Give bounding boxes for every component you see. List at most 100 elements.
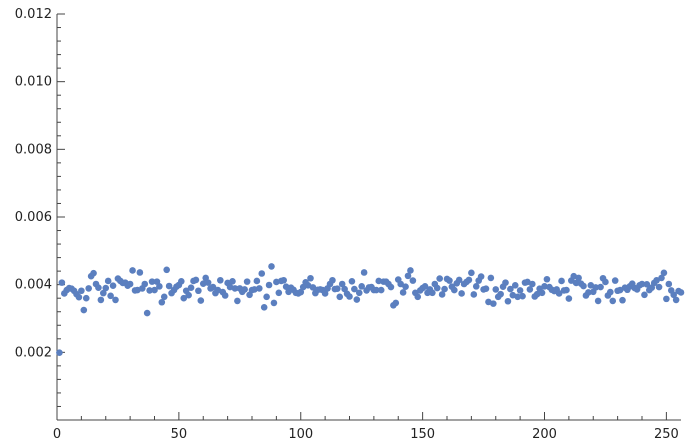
data-point xyxy=(358,283,365,290)
data-point xyxy=(429,289,436,297)
x-tick-label: 50 xyxy=(171,427,188,442)
x-tick-label: 250 xyxy=(654,427,679,442)
data-point xyxy=(209,283,217,291)
y-tick-label: 0.004 xyxy=(15,278,52,293)
data-point xyxy=(609,297,617,305)
data-point xyxy=(414,293,422,301)
data-point xyxy=(643,281,651,288)
data-point xyxy=(204,279,212,286)
data-point xyxy=(346,293,353,300)
data-point xyxy=(160,293,168,301)
data-point xyxy=(234,297,241,305)
data-point xyxy=(580,282,587,290)
data-point xyxy=(56,349,63,356)
y-ticks: 0.002 0.004 0.006 0.008 0.010 0.012 xyxy=(15,7,65,407)
data-point xyxy=(541,283,548,290)
data-point xyxy=(256,285,263,292)
data-point xyxy=(221,292,229,299)
data-point xyxy=(102,284,110,292)
data-point xyxy=(85,285,92,292)
data-point xyxy=(641,291,648,299)
data-point xyxy=(353,296,361,303)
data-point xyxy=(653,276,660,284)
data-point xyxy=(516,287,524,294)
data-point xyxy=(178,277,185,285)
data-point xyxy=(409,277,417,284)
data-point xyxy=(421,283,429,290)
data-point xyxy=(229,277,236,285)
data-point xyxy=(231,285,239,292)
data-point xyxy=(492,286,500,293)
data-point xyxy=(275,289,283,297)
data-point xyxy=(143,309,151,317)
data-point xyxy=(638,280,646,288)
data-point xyxy=(472,283,480,290)
data-point xyxy=(433,284,441,292)
data-point xyxy=(482,285,490,293)
data-point xyxy=(404,272,412,280)
data-point xyxy=(529,280,536,288)
data-point xyxy=(504,297,512,305)
data-point xyxy=(465,276,473,284)
data-point xyxy=(602,278,609,286)
data-point xyxy=(126,280,134,288)
data-point xyxy=(112,296,119,304)
data-point xyxy=(197,297,205,304)
data-point xyxy=(677,289,685,296)
data-point xyxy=(192,276,200,284)
data-point xyxy=(195,287,202,295)
data-point xyxy=(611,277,619,284)
data-point xyxy=(280,276,287,284)
data-point xyxy=(146,287,153,294)
data-point xyxy=(107,292,114,300)
data-point xyxy=(377,286,385,294)
data-point xyxy=(148,278,156,285)
data-point xyxy=(399,289,407,296)
data-point xyxy=(490,300,497,307)
y-tick-label: 0.006 xyxy=(15,210,52,225)
data-point xyxy=(594,297,602,305)
data-point xyxy=(329,276,336,284)
data-point xyxy=(307,274,314,282)
data-point xyxy=(658,274,665,282)
data-point xyxy=(338,280,346,288)
data-point xyxy=(321,290,329,297)
data-point xyxy=(151,286,158,294)
data-point xyxy=(563,286,570,294)
data-point xyxy=(355,289,363,297)
data-points xyxy=(56,263,685,356)
data-point xyxy=(270,299,278,307)
y-tick-label: 0.010 xyxy=(15,75,52,90)
data-point xyxy=(572,279,580,287)
data-point xyxy=(619,296,626,304)
data-point xyxy=(519,292,526,300)
data-point xyxy=(402,283,409,290)
data-point xyxy=(497,290,504,298)
data-point xyxy=(616,286,624,294)
data-point xyxy=(104,277,112,285)
data-point xyxy=(565,295,573,302)
data-point xyxy=(446,277,453,284)
data-point xyxy=(511,282,519,289)
data-point xyxy=(75,293,83,301)
data-point xyxy=(441,285,448,293)
data-point xyxy=(458,290,465,297)
data-point xyxy=(670,291,677,299)
data-point xyxy=(592,284,599,291)
data-point xyxy=(392,299,400,307)
data-point xyxy=(455,276,463,284)
x-tick-label: 150 xyxy=(410,427,435,442)
data-point xyxy=(78,287,85,295)
x-tick-label: 200 xyxy=(532,427,557,442)
data-point xyxy=(158,298,166,306)
data-point xyxy=(655,283,663,291)
data-point xyxy=(451,286,458,294)
data-point xyxy=(487,274,495,282)
data-point xyxy=(351,285,358,293)
data-point xyxy=(309,284,317,291)
data-point xyxy=(180,294,188,302)
data-point xyxy=(663,295,670,303)
data-point xyxy=(136,269,144,276)
data-point xyxy=(100,289,107,297)
